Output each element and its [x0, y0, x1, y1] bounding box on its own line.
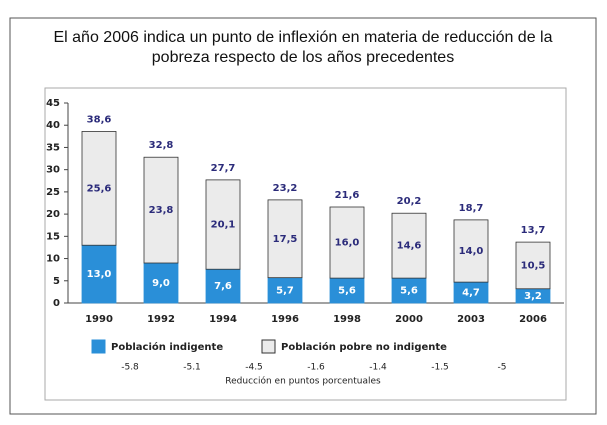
value-label: 23,8: [149, 205, 174, 216]
total-label: 38,6: [87, 114, 112, 125]
value-label: 4,7: [462, 288, 480, 299]
x-tick-label: 2006: [519, 314, 547, 325]
outer-frame: [9, 17, 597, 415]
value-label: 9,0: [152, 278, 170, 289]
bar-segment: [81, 244, 117, 304]
total-label: 20,2: [397, 196, 422, 207]
reduction-value: -1.5: [431, 363, 449, 373]
x-tick-label: 2003: [457, 314, 485, 325]
bar-segment: [329, 277, 365, 304]
legend-swatch: [91, 339, 106, 354]
x-tick-label: 1996: [271, 314, 299, 325]
chart-title: El año 2006 indica un punto de inflexión…: [53, 29, 552, 46]
x-tick-label: 1998: [333, 314, 361, 325]
legend-label: Población indigente: [111, 341, 223, 353]
value-label: 20,1: [211, 220, 236, 231]
x-tick-label: 1992: [147, 314, 175, 325]
chart-title: pobreza respecto de los años precedentes: [152, 49, 454, 66]
y-tick-label: 25: [46, 187, 60, 198]
bar-segment: [329, 206, 365, 279]
total-label: 32,8: [149, 140, 174, 151]
value-label: 5,6: [400, 286, 418, 297]
y-tick-label: 15: [46, 231, 60, 242]
bar-segment: [143, 156, 179, 264]
reduction-value: -1.6: [307, 363, 325, 373]
plot-frame: [44, 87, 567, 401]
bar-segment: [391, 212, 427, 279]
total-label: 27,7: [211, 163, 236, 174]
bar-segment: [391, 277, 427, 304]
x-tick-label: 1990: [85, 314, 113, 325]
total-label: 18,7: [459, 203, 484, 214]
total-label: 21,6: [335, 190, 360, 201]
value-label: 16,0: [335, 238, 360, 249]
reduction-value: -5.8: [121, 363, 139, 373]
y-tick-label: 45: [46, 98, 60, 109]
value-label: 17,5: [273, 234, 298, 245]
y-tick-label: 10: [46, 254, 60, 265]
bar-segment: [267, 199, 303, 279]
value-label: 14,6: [397, 241, 422, 252]
reduction-value: -5: [498, 363, 507, 373]
y-tick-label: 35: [46, 142, 60, 153]
legend-swatch: [261, 339, 276, 354]
bar-segment: [453, 219, 489, 283]
bar-segment: [143, 262, 179, 304]
total-label: 13,7: [521, 225, 546, 236]
reduction-value: -4.5: [245, 363, 263, 373]
x-tick-label: 1994: [209, 314, 237, 325]
reduction-value: -1.4: [369, 363, 387, 373]
y-tick-label: 0: [53, 298, 60, 309]
value-label: 7,6: [214, 281, 232, 292]
x-tick-label: 2000: [395, 314, 423, 325]
value-label: 3,2: [524, 291, 542, 302]
bar-segment: [81, 131, 117, 246]
reductions-label: Reducción en puntos porcentuales: [225, 376, 381, 387]
total-label: 23,2: [273, 183, 298, 194]
bar-segment: [205, 179, 241, 270]
value-label: 10,5: [521, 260, 546, 271]
y-tick-label: 40: [46, 120, 60, 131]
bar-segment: [515, 241, 551, 290]
value-label: 13,0: [87, 269, 112, 280]
y-tick-label: 20: [46, 209, 60, 220]
value-label: 25,6: [87, 183, 112, 194]
reduction-value: -5.1: [183, 363, 201, 373]
y-tick-label: 5: [53, 276, 60, 287]
bar-segment: [205, 268, 241, 304]
legend-label: Población pobre no indigente: [281, 341, 447, 353]
value-label: 5,6: [338, 286, 356, 297]
y-tick-label: 30: [46, 165, 60, 176]
value-label: 5,7: [276, 285, 294, 296]
value-label: 14,0: [459, 246, 484, 257]
